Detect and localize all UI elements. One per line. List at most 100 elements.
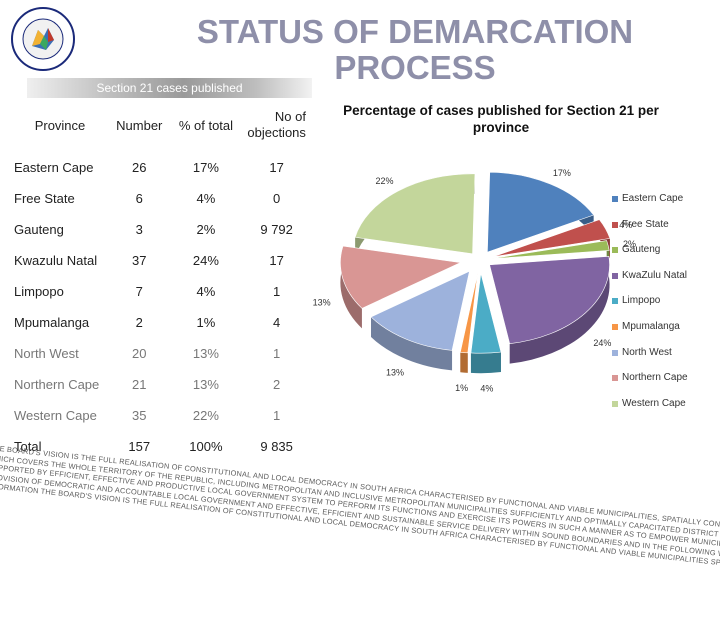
pie-data-label: 13%	[386, 368, 404, 378]
chart-legend: Eastern Cape Free State Gauteng KwaZulu Nat…	[612, 193, 718, 423]
cell-objections: 2	[273, 377, 281, 392]
legend-swatch	[612, 323, 618, 330]
cell-objections: 1	[273, 346, 281, 361]
page-title-line2: PROCESS	[334, 49, 496, 86]
pie-chart: 17% 4% 2% 24% 4% 1% 13% 13% 22%	[313, 168, 636, 394]
table-total-row: Total 157 100% 9 835	[12, 431, 312, 462]
pie-slice-eastern-cape	[487, 171, 595, 253]
demarcation-board-logo	[10, 6, 76, 72]
pie-slice-free-state	[493, 219, 611, 258]
legend-item: Mpumalanga	[612, 321, 718, 347]
pie-slice-limpopo	[470, 273, 502, 354]
cell-province: North West	[14, 346, 79, 361]
cell-province: Kwazulu Natal	[14, 253, 98, 268]
pie-label-group: 17% 4% 2% 24% 4% 1% 13% 13% 22%	[313, 168, 636, 394]
table-row: Free State 6 4% 0	[12, 183, 312, 214]
table-caption: Section 21 cases published	[27, 78, 312, 98]
pie-data-label: 4%	[480, 384, 493, 394]
table-row: Northern Cape 21 13% 2	[12, 369, 312, 400]
table-row: Mpumalanga 2 1% 4	[12, 307, 312, 338]
legend-swatch	[612, 272, 618, 279]
cell-province: Northern Cape	[14, 377, 100, 392]
legend-label: Limpopo	[622, 295, 661, 307]
cell-objections: 0	[273, 191, 281, 206]
table-row: North West 20 13% 1	[12, 338, 312, 369]
cell-number: 37	[132, 253, 147, 268]
pie-slice-kwazulu-natal	[489, 256, 610, 344]
header-province: Province	[34, 117, 86, 133]
cell-percent: 4%	[196, 191, 216, 206]
pie-data-label: 2%	[623, 239, 636, 249]
table-row: Gauteng 3 2% 9 792	[12, 214, 312, 245]
table-row: Western Cape 35 22% 1	[12, 400, 312, 431]
legend-label: North West	[622, 346, 672, 358]
legend-swatch	[612, 221, 618, 228]
legend-item: Limpopo	[612, 295, 718, 321]
legend-swatch	[612, 400, 618, 407]
pie-slice-side	[470, 352, 501, 374]
cell-number: 7	[135, 284, 143, 299]
cell-number: 35	[132, 408, 147, 423]
section21-table: Section 21 cases published Province Numb…	[12, 78, 312, 462]
pie-slice-gauteng	[489, 240, 610, 260]
cell-number: 26	[132, 160, 147, 175]
cell-number: 20	[132, 346, 147, 361]
cell-number: 157	[128, 439, 151, 454]
cell-province: Mpumalanga	[14, 315, 90, 330]
legend-item: KwaZulu Natal	[612, 270, 718, 296]
cell-objections: 9 792	[260, 222, 293, 237]
pie-slice-northern-cape	[340, 245, 462, 309]
header-objections-line2: objections	[247, 125, 306, 140]
legend-swatch	[612, 298, 618, 305]
pie-data-label: 17%	[553, 168, 571, 178]
cell-province: Limpopo	[14, 284, 64, 299]
pie-slice-side	[340, 246, 362, 329]
cell-objections: 4	[273, 315, 281, 330]
cell-percent: 100%	[189, 439, 223, 454]
cell-percent: 2%	[196, 222, 216, 237]
pie-slice-side	[509, 256, 610, 364]
cell-province: Western Cape	[14, 408, 97, 423]
cell-objections: 17	[269, 253, 284, 268]
cell-percent: 17%	[192, 160, 219, 175]
cases-table: Province Number % of total No of objecti…	[12, 98, 312, 462]
header-percent: % of total	[178, 117, 234, 133]
cell-number: 21	[132, 377, 147, 392]
table-row: Limpopo 7 4% 1	[12, 276, 312, 307]
legend-item: Gauteng	[612, 244, 718, 270]
pie-data-label: 24%	[593, 338, 611, 348]
chart-title: Percentage of cases published for Sectio…	[343, 103, 659, 135]
cell-percent: 22%	[192, 408, 219, 423]
legend-label: Eastern Cape	[622, 193, 684, 204]
pie-slice-north-west	[370, 270, 470, 351]
legend-label: Mpumalanga	[622, 320, 680, 332]
pie-data-label: 13%	[313, 297, 331, 307]
cell-province: Eastern Cape	[14, 160, 94, 175]
pie-data-label: 4%	[619, 220, 632, 230]
legend-item: Free State	[612, 219, 718, 245]
cell-objections: 1	[273, 284, 281, 299]
cell-percent: 4%	[196, 284, 216, 299]
footer-vision-text: THE BOARD'S VISION IS THE FULL REALISATI…	[0, 443, 720, 620]
cell-percent: 24%	[192, 253, 219, 268]
legend-item: Northern Cape	[612, 372, 718, 398]
header-objections-line1: No of	[274, 109, 306, 124]
legend-label: Gauteng	[622, 244, 661, 256]
cell-objections: 1	[273, 408, 281, 423]
cell-objections: 17	[269, 160, 284, 175]
legend-swatch	[612, 349, 618, 356]
cell-number: 6	[135, 191, 143, 206]
cell-percent: 13%	[192, 377, 219, 392]
footer-text-line: SUPPORTED BY EFFICIENT, EFFECTIVE AND PR…	[0, 461, 720, 571]
table-row: Kwazulu Natal 37 24% 17	[12, 245, 312, 276]
legend-label: KwaZulu Natal	[622, 269, 688, 281]
header-objections: No of objections	[241, 98, 312, 152]
pie-slice-side	[371, 316, 453, 371]
cell-number: 2	[135, 315, 143, 330]
pie-data-label: 1%	[455, 383, 468, 393]
cell-province: Total	[14, 439, 42, 454]
legend-label: Northern Cape	[622, 372, 688, 384]
cell-number: 3	[135, 222, 143, 237]
page-title: STATUS OF DEMARCATION PROCESS	[180, 14, 650, 86]
legend-item: Eastern Cape	[612, 193, 718, 219]
